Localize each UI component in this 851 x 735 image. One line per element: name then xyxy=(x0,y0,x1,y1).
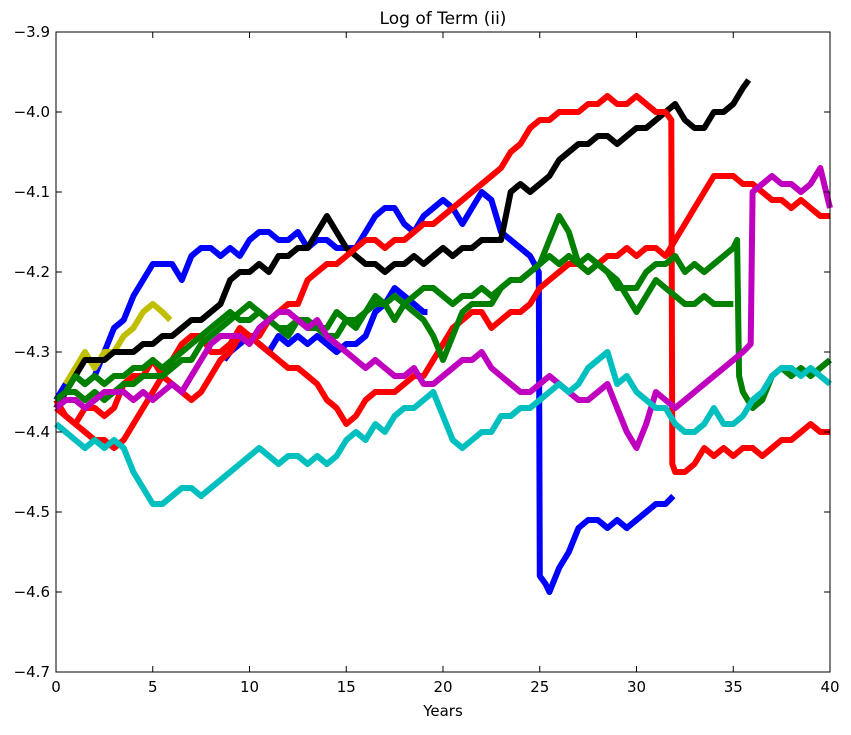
x-tick-label: 15 xyxy=(337,678,356,696)
chart-title: Log of Term (ii) xyxy=(380,9,507,29)
x-tick-label: 35 xyxy=(724,678,743,696)
ticks-group: 0 5 10 15 20 25 30 35 40 −3.9 −4.0 −4.1 −4.2 −4.3 −4.4… xyxy=(14,23,840,696)
y-tick-label: −4.2 xyxy=(14,263,50,281)
series-line-3 xyxy=(63,301,173,386)
x-tick-label: 20 xyxy=(433,678,452,696)
x-tick-label: 10 xyxy=(240,678,259,696)
series-group xyxy=(53,78,833,595)
x-axis-label: Years xyxy=(422,702,463,720)
x-tick-label: 25 xyxy=(530,678,549,696)
series-line-5 xyxy=(54,93,830,475)
series-line-10 xyxy=(54,349,832,507)
x-tick-label: 0 xyxy=(51,678,61,696)
x-tick-label: 5 xyxy=(148,678,158,696)
y-tick-label: −4.6 xyxy=(14,583,50,601)
y-tick-label: −4.4 xyxy=(14,423,50,441)
series-line-4 xyxy=(53,78,752,410)
series-line-6 xyxy=(53,173,830,427)
x-tick-label: 40 xyxy=(820,678,839,696)
y-tick-label: −3.9 xyxy=(14,23,50,41)
series-line-1 xyxy=(53,189,676,595)
y-tick-label: −4.3 xyxy=(14,343,50,361)
y-tick-label: −4.7 xyxy=(14,663,50,681)
x-tick-label: 30 xyxy=(627,678,646,696)
y-tick-label: −4.1 xyxy=(14,183,50,201)
series-line-8 xyxy=(54,213,832,411)
y-tick-label: −4.5 xyxy=(14,503,50,521)
plot-frame xyxy=(55,31,831,673)
series-line-9 xyxy=(54,165,833,451)
y-tick-label: −4.0 xyxy=(14,103,50,121)
